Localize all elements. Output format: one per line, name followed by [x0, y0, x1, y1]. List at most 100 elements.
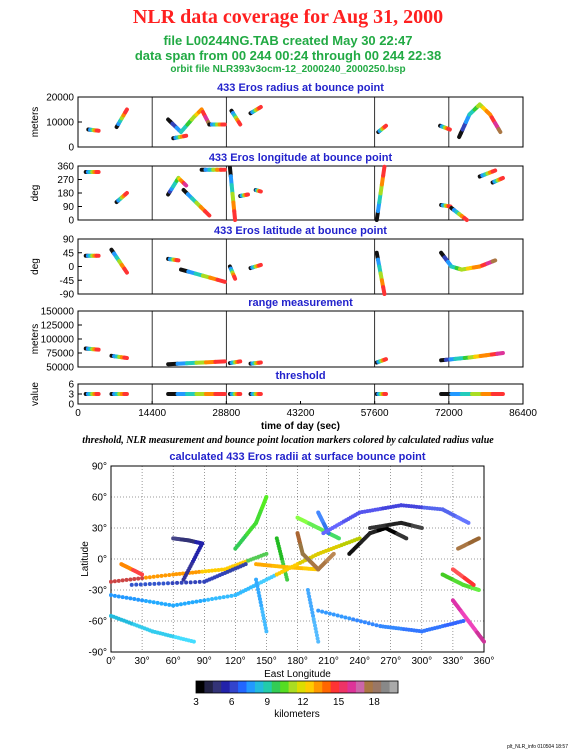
map-data-point [132, 597, 137, 602]
map-data-point [358, 619, 363, 624]
map-data-point [181, 577, 186, 582]
map-data-point [243, 562, 248, 567]
data-mark [123, 191, 129, 197]
map-data-point [112, 579, 117, 584]
map-data-point [182, 601, 187, 606]
map-data-point [147, 599, 152, 604]
map-data-point [314, 629, 319, 634]
map-data-point [128, 596, 133, 601]
map-data-point [151, 574, 156, 579]
map-data-point [124, 595, 129, 600]
map-data-point [260, 609, 265, 614]
map-data-point [362, 620, 367, 625]
time-panel-5: 036 threshold value 0 14400 28800 43200 57600 72… [30, 370, 537, 432]
map-data-point [175, 602, 180, 607]
data-mark [182, 182, 189, 188]
map-data-point [194, 599, 199, 604]
map-data-point [193, 570, 198, 575]
colorbar-tick-label: 15 [333, 697, 345, 708]
map-data-point [320, 609, 325, 614]
map-data-point [309, 607, 314, 612]
colorbar-swatch [229, 681, 239, 693]
y-tick-label: 0 [68, 216, 74, 227]
map-data-point [461, 619, 466, 623]
map-data-point [155, 600, 160, 605]
colorbar-swatch [204, 681, 214, 693]
map-data-point [174, 572, 179, 577]
map-data-point [197, 569, 202, 574]
map-y-axis-label: Latitude [80, 541, 91, 577]
map-data-point [129, 582, 134, 587]
map-data-point [128, 577, 133, 582]
map-x-tick-label: 180° [287, 656, 308, 667]
data-mark [123, 107, 129, 115]
y-tick-label: 45 [63, 248, 75, 259]
map-data-point [466, 520, 471, 525]
colorbar-swatch [288, 681, 298, 693]
map-data-point [198, 598, 203, 603]
map-data-point [264, 551, 269, 556]
map-data-point [221, 595, 226, 600]
colorbar-swatch [313, 681, 323, 693]
map-data-point [312, 623, 317, 628]
x-tick-label: 43200 [287, 408, 315, 419]
colorbar-tick-label: 12 [297, 697, 309, 708]
y-tick-label: 90 [63, 235, 75, 246]
y-axis-label: value [30, 382, 41, 406]
map-data-point [165, 581, 170, 586]
x-tick-label: 86400 [509, 408, 537, 419]
map-data-point [213, 596, 218, 601]
map-data-point [213, 568, 218, 573]
map-data-point [179, 580, 184, 585]
colorbar-swatch [297, 681, 306, 693]
map-data-point [366, 621, 371, 626]
data-mark [122, 266, 129, 275]
colorbar-swatch [372, 681, 382, 693]
map-data-point [163, 602, 168, 607]
map-x-tick-label: 30° [135, 656, 150, 667]
map-x-tick-label: 240° [349, 656, 370, 667]
map-data-point [335, 613, 340, 618]
colorbar-label: kilometers [274, 709, 320, 720]
y-axis-label: meters [30, 324, 41, 355]
y-tick-label: 100000 [41, 335, 75, 346]
y-tick-label: 50000 [46, 363, 74, 374]
map-data-point [312, 620, 317, 625]
map-data-point [109, 579, 113, 584]
map-data-point [120, 595, 125, 600]
map-data-point [264, 629, 269, 634]
map-data-point [262, 619, 267, 624]
data-mark [499, 176, 505, 181]
map-data-point [202, 598, 207, 603]
map-data-point [116, 594, 121, 599]
data-mark [257, 262, 263, 268]
map-data-point [124, 577, 129, 582]
map-data-point [136, 576, 141, 581]
map-data-point [186, 600, 191, 605]
map-data-point [171, 603, 176, 608]
map-y-tick-label: 30° [92, 524, 107, 535]
map-data-point [308, 600, 313, 605]
map-data-point [210, 568, 215, 573]
colorbar-swatch [364, 681, 374, 693]
map-data-point [347, 616, 352, 621]
y-tick-label: 20000 [46, 93, 74, 104]
y-tick-label: 90 [63, 202, 75, 213]
colorbar-tick-label: 3 [193, 697, 199, 708]
map-x-tick-label: 0° [106, 656, 116, 667]
map-data-point [254, 577, 259, 582]
map-x-tick-label: 150° [256, 656, 277, 667]
colorbar-swatch [221, 681, 231, 693]
colorbar-swatch [196, 681, 205, 693]
map-panel: 0° 30° 60° 90° 120° 150° 180° 210° 240° 270° 300° 3… [80, 451, 494, 680]
data-mark [232, 209, 238, 222]
y-tick-label: 360 [57, 162, 74, 173]
map-data-point [147, 582, 152, 587]
map-y-tick-label: 60° [92, 493, 107, 504]
data-mark [446, 126, 452, 132]
colorbar-swatch [263, 681, 273, 693]
map-data-point [147, 575, 152, 580]
map-data-point [311, 617, 316, 622]
map-data-point [307, 597, 312, 602]
map-x-tick-label: 90° [197, 656, 212, 667]
